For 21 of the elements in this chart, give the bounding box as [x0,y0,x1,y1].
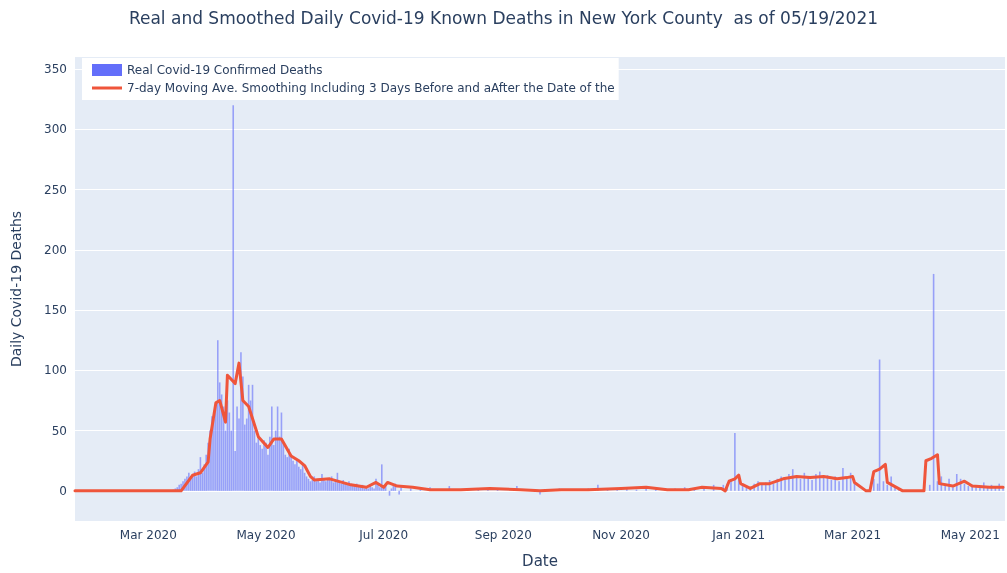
x-tick-label: Mar 2021 [824,528,882,542]
y-tick-label: 200 [44,242,67,257]
x-tick-label: Jan 2021 [711,528,766,542]
y-tick-label: 300 [44,122,67,137]
y-axis-title: Daily Covid-19 Deaths [8,210,24,368]
chart-title: Real and Smoothed Daily Covid-19 Known Deaths in New York County as of 05/19/2021 [128,7,879,28]
legend-label: 7-day Moving Ave. Smoothing Including 3 Days Before and aAfter the Date of the [127,81,615,95]
y-tick-label: 350 [44,62,67,77]
y-tick-label: 250 [44,182,67,197]
x-tick-label: Mar 2020 [119,528,177,542]
y-tick-label: 150 [44,303,67,318]
x-tick-label: Sep 2020 [474,528,532,542]
x-axis-title: Date [522,551,558,570]
y-tick-label: 100 [44,363,67,378]
x-tick-label: May 2021 [940,528,1000,542]
x-tick-label: May 2020 [236,528,296,542]
legend-label: Real Covid-19 Confirmed Deaths [127,63,323,77]
x-tick-label: Jul 2020 [358,528,409,542]
x-tick-label: Nov 2020 [592,528,650,542]
y-tick-label: 0 [59,483,67,498]
y-tick-label: 50 [51,423,67,438]
